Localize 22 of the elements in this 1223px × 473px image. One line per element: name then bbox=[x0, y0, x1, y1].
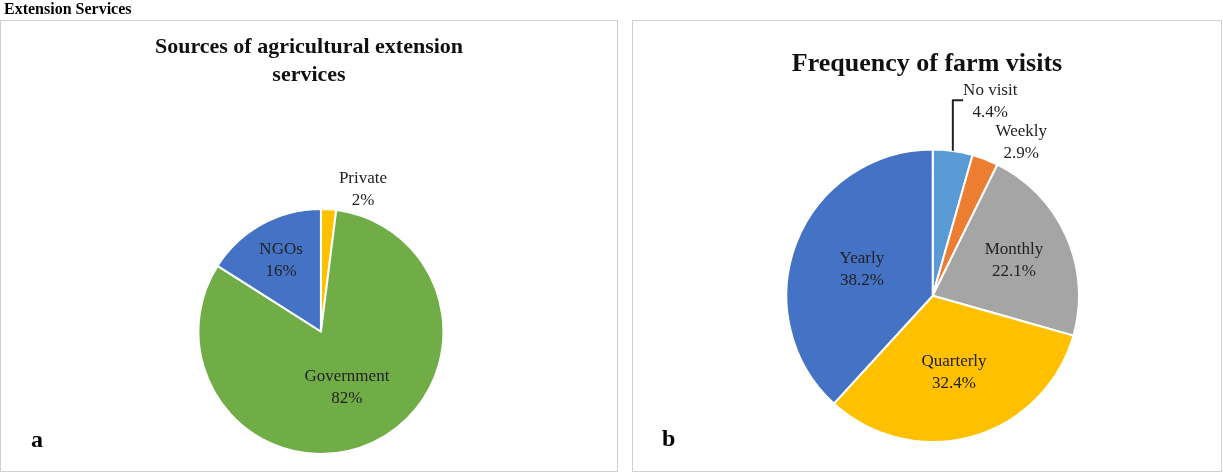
slice-label: Yearly bbox=[839, 247, 885, 267]
slice-label: Weekly bbox=[995, 120, 1048, 140]
data-label: 16% bbox=[265, 260, 297, 280]
chart-title: Frequency of farm visits bbox=[791, 47, 1063, 77]
data-label: 38.2% bbox=[839, 269, 884, 289]
slice-label: Government bbox=[304, 366, 390, 386]
slice-label: NGOs bbox=[259, 238, 303, 258]
data-label: 82% bbox=[331, 388, 363, 408]
chart-title: Sources of agricultural extension services bbox=[154, 32, 464, 87]
slice-label: Quarterly bbox=[921, 351, 988, 371]
text: a bbox=[31, 426, 43, 452]
pie-slice bbox=[197, 208, 445, 455]
text: b bbox=[662, 425, 676, 451]
slice-label: Private bbox=[338, 168, 388, 188]
slice-label: No visit bbox=[963, 79, 1018, 99]
data-label: 22.1% bbox=[992, 261, 1036, 281]
text: Extension Services bbox=[4, 0, 132, 18]
data-label: 32.4% bbox=[932, 373, 976, 393]
slice-label: Monthly bbox=[984, 238, 1044, 258]
data-label: 2% bbox=[351, 190, 375, 210]
data-label: 4.4% bbox=[972, 101, 1008, 121]
data-label: 2.9% bbox=[1003, 142, 1039, 162]
